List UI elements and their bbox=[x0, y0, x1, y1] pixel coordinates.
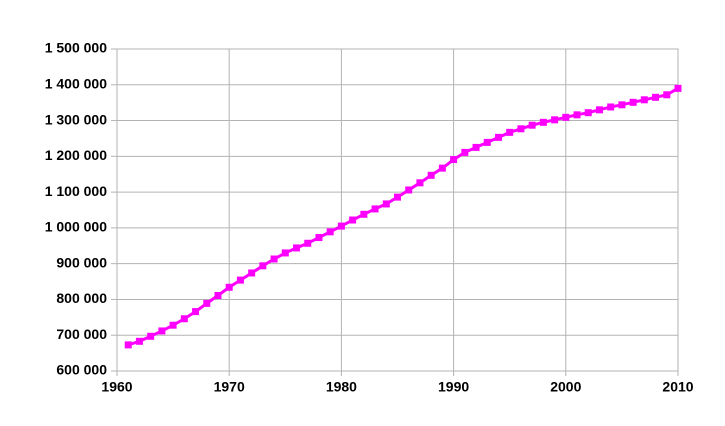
x-tick-label: 1970 bbox=[214, 379, 245, 395]
point-marker bbox=[461, 148, 469, 156]
point-marker bbox=[203, 299, 211, 307]
point-marker bbox=[438, 164, 446, 172]
point-marker bbox=[584, 109, 592, 117]
point-marker bbox=[416, 179, 424, 187]
point-marker bbox=[607, 103, 615, 111]
point-marker bbox=[506, 128, 514, 136]
point-marker bbox=[595, 106, 603, 114]
y-tick-label: 1 300 000 bbox=[45, 111, 107, 127]
y-tick-label: 600 000 bbox=[56, 362, 107, 378]
plot-border bbox=[116, 48, 679, 372]
x-tick-label: 2000 bbox=[550, 379, 581, 395]
point-marker bbox=[326, 228, 334, 236]
point-marker bbox=[293, 244, 301, 252]
point-marker bbox=[124, 341, 132, 349]
point-marker bbox=[192, 308, 200, 316]
point-marker bbox=[349, 216, 357, 224]
point-marker bbox=[517, 125, 525, 133]
x-tick-label: 2010 bbox=[662, 379, 693, 395]
point-marker bbox=[472, 143, 480, 151]
y-tick-label: 1 000 000 bbox=[45, 219, 107, 235]
point-marker bbox=[360, 210, 368, 218]
point-marker bbox=[427, 171, 435, 179]
point-marker bbox=[382, 200, 390, 208]
point-marker bbox=[315, 234, 323, 242]
point-marker bbox=[618, 101, 626, 109]
point-marker bbox=[169, 321, 177, 329]
y-tick-label: 900 000 bbox=[56, 254, 107, 270]
point-marker bbox=[259, 262, 267, 270]
point-marker bbox=[270, 255, 278, 263]
y-tick-label: 1 200 000 bbox=[45, 147, 107, 163]
point-marker bbox=[629, 98, 637, 106]
point-marker bbox=[494, 133, 502, 141]
point-marker bbox=[573, 111, 581, 119]
point-marker bbox=[663, 91, 671, 99]
point-marker bbox=[539, 118, 547, 126]
point-marker bbox=[674, 84, 682, 92]
y-tick-label: 1 400 000 bbox=[45, 75, 107, 91]
point-marker bbox=[371, 205, 379, 213]
x-tick-label: 1960 bbox=[101, 379, 132, 395]
point-marker bbox=[562, 113, 570, 121]
point-marker bbox=[236, 276, 244, 284]
point-marker bbox=[483, 138, 491, 146]
y-tick-label: 1 100 000 bbox=[45, 183, 107, 199]
point-marker bbox=[652, 93, 660, 101]
point-marker bbox=[337, 222, 345, 230]
y-tick-label: 700 000 bbox=[56, 326, 107, 342]
point-marker bbox=[394, 193, 401, 201]
point-marker bbox=[281, 249, 289, 257]
series-line bbox=[127, 87, 679, 347]
point-marker bbox=[135, 337, 143, 345]
x-tick-label: 1980 bbox=[326, 379, 357, 395]
point-marker bbox=[304, 239, 312, 247]
point-marker bbox=[551, 116, 559, 124]
y-tick-label: 800 000 bbox=[56, 290, 107, 306]
point-marker bbox=[450, 156, 458, 164]
point-marker bbox=[147, 332, 155, 340]
point-marker bbox=[225, 283, 233, 291]
point-marker bbox=[640, 96, 648, 104]
point-marker bbox=[528, 121, 536, 129]
point-marker bbox=[248, 269, 256, 277]
y-tick-label: 1 500 000 bbox=[45, 40, 107, 56]
point-marker bbox=[180, 315, 188, 323]
x-tick-label: 1990 bbox=[438, 379, 469, 395]
point-marker bbox=[214, 292, 222, 300]
point-marker bbox=[405, 186, 413, 194]
point-marker bbox=[158, 327, 166, 335]
